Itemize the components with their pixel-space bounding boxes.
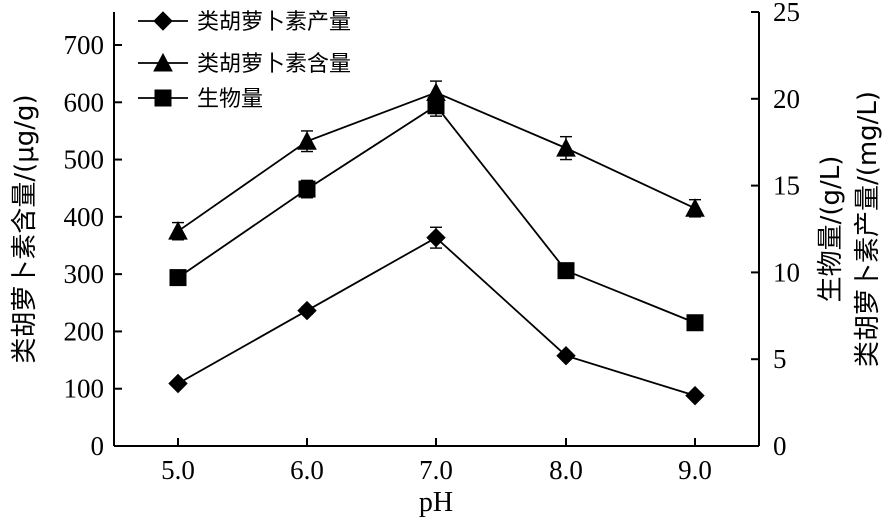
x-tick-label: 9.0 xyxy=(678,455,712,485)
y-axis-right-ticks: 0 5 10 15 20 25 xyxy=(751,0,800,461)
data-point-triangle xyxy=(685,198,705,217)
data-point-square xyxy=(557,262,575,280)
y-left-tick-label: 600 xyxy=(64,87,105,117)
y-axis-right-label-yield: 类胡萝卜素产量/(mg/L) xyxy=(853,91,883,367)
y-right-tick-label: 0 xyxy=(773,431,787,461)
data-point-square xyxy=(169,269,187,287)
data-point-diamond xyxy=(426,227,446,248)
series-square xyxy=(169,94,704,332)
y-right-tick-label: 25 xyxy=(773,0,800,27)
series-line-square xyxy=(177,104,696,324)
y-right-tick-label: 15 xyxy=(773,171,800,201)
data-point-square xyxy=(686,314,704,332)
x-tick-label: 7.0 xyxy=(419,455,453,485)
data-point-triangle xyxy=(556,138,576,157)
legend-diamond-icon xyxy=(153,11,173,31)
data-point-triangle xyxy=(297,131,317,150)
x-axis-ticks: 5.0 6.0 7.0 8.0 9.0 xyxy=(161,438,712,485)
y-left-tick-label: 500 xyxy=(64,145,105,175)
y-axis-left-label: 类胡萝卜素含量/(μg/g) xyxy=(10,94,40,363)
y-right-tick-label: 20 xyxy=(773,84,800,114)
legend-label-yield: 类胡萝卜素产量 xyxy=(197,10,351,35)
data-point-square xyxy=(427,97,445,115)
y-right-tick-label: 10 xyxy=(773,257,800,287)
data-point-diamond xyxy=(556,346,576,366)
y-left-tick-label: 200 xyxy=(64,316,105,346)
legend-square-icon xyxy=(154,89,172,107)
series-line-diamond xyxy=(177,236,696,397)
series-layer xyxy=(168,80,705,406)
y-axis-right-label-biomass: 生物量/(g/L) xyxy=(816,156,846,303)
x-tick-label: 6.0 xyxy=(290,455,324,485)
y-axis-left-ticks: 0 100 200 300 400 500 600 700 xyxy=(64,30,122,461)
series-triangle xyxy=(168,80,705,241)
series-diamond xyxy=(168,226,705,406)
legend-triangle-icon xyxy=(153,52,173,72)
y-left-tick-label: 700 xyxy=(64,30,105,60)
y-left-tick-label: 0 xyxy=(91,431,105,461)
legend: 类胡萝卜素产量 类胡萝卜素含量 生物量 xyxy=(138,10,351,112)
data-point-diamond xyxy=(685,385,705,406)
x-axis-label: pH xyxy=(419,487,453,518)
x-tick-label: 8.0 xyxy=(549,455,583,485)
y-left-tick-label: 400 xyxy=(64,202,105,232)
data-point-diamond xyxy=(168,373,188,394)
y-left-tick-label: 300 xyxy=(64,259,105,289)
y-left-tick-label: 100 xyxy=(64,374,105,404)
legend-label-content: 类胡萝卜素含量 xyxy=(197,52,351,77)
data-point-diamond xyxy=(297,300,317,321)
data-point-square xyxy=(298,180,316,198)
x-tick-label: 5.0 xyxy=(161,455,195,485)
data-point-triangle xyxy=(168,221,188,240)
y-right-tick-label: 5 xyxy=(773,344,787,374)
legend-label-biomass: 生物量 xyxy=(197,87,263,112)
